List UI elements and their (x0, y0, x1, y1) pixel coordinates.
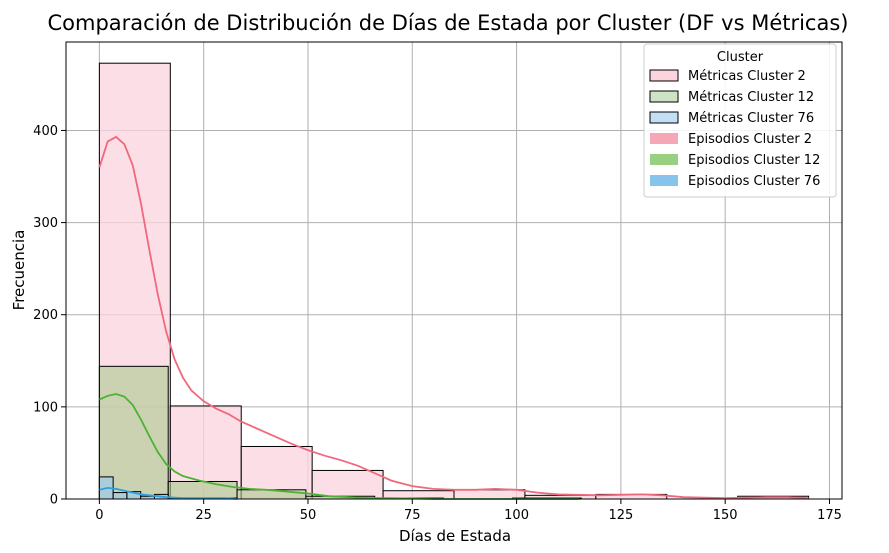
legend-swatch (650, 133, 678, 144)
x-axis-label: Días de Estada (399, 527, 511, 545)
x-tick-label: 0 (95, 508, 103, 523)
y-tick-label: 400 (33, 124, 58, 139)
legend-label: Métricas Cluster 76 (688, 111, 814, 126)
legend-swatch (650, 154, 678, 165)
y-tick-label: 200 (33, 308, 58, 323)
chart-title: Comparación de Distribución de Días de E… (48, 11, 849, 35)
kde-line (99, 486, 238, 500)
x-tick-label: 75 (404, 508, 421, 523)
plot-frame (65, 41, 843, 500)
histogram-bars (98, 62, 810, 500)
kde-line (98, 135, 809, 500)
legend-label: Episodios Cluster 2 (688, 132, 812, 147)
histogram-bar (236, 489, 307, 500)
legend: Cluster Métricas Cluster 2 Métricas Clust… (643, 43, 837, 198)
legend-label: Métricas Cluster 2 (688, 69, 806, 84)
y-tick-label: 100 (33, 400, 58, 415)
histogram-bar (112, 492, 128, 500)
legend-swatch (649, 90, 679, 103)
x-tick-label: 175 (817, 508, 842, 523)
x-tick-label: 150 (713, 508, 738, 523)
y-tick-label: 0 (50, 493, 58, 508)
x-tick-label: 100 (504, 508, 529, 523)
y-axis-label: Frecuencia (10, 230, 28, 311)
legend-label: Episodios Cluster 76 (688, 174, 820, 189)
axes: 0 25 50 75 100 125 150 175 0 100 200 300 400 (33, 41, 843, 523)
legend-swatch (649, 111, 679, 124)
x-tick-label: 125 (608, 508, 633, 523)
legend-label: Métricas Cluster 12 (688, 90, 814, 105)
legend-label: Episodios Cluster 12 (688, 153, 820, 168)
legend-title: Cluster (717, 50, 764, 65)
legend-swatch (649, 69, 679, 82)
legend-swatch (650, 175, 678, 186)
x-tick-label: 50 (300, 508, 317, 523)
x-tick-label: 25 (195, 508, 212, 523)
y-tick-label: 300 (33, 216, 58, 231)
legend-box (643, 43, 837, 198)
histogram-bar (167, 480, 238, 500)
